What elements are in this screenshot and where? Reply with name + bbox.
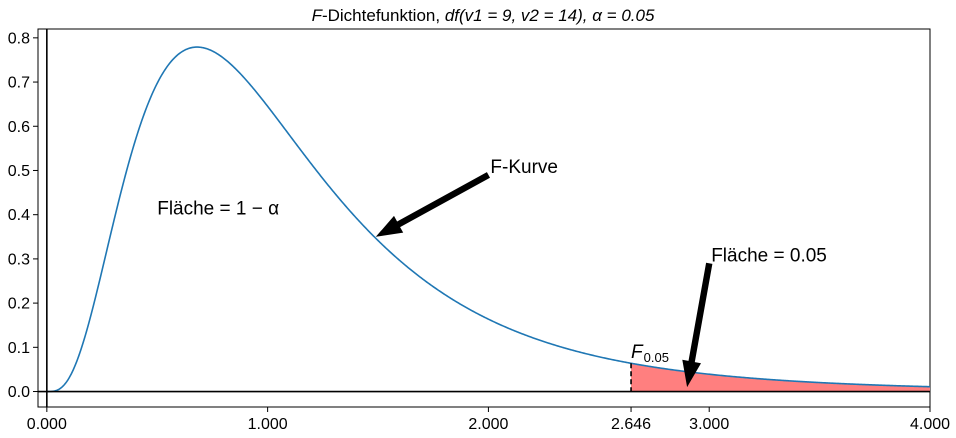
y-tick-label: 0.3 <box>8 251 30 268</box>
annotation-layer: Fläche = 1 − α F0.05 F-Kurve Fläche = 0.05 <box>157 157 827 388</box>
y-tick-label: 0.2 <box>8 296 30 313</box>
x-tick-label: 2.000 <box>468 416 508 433</box>
x-tick-label: 0.000 <box>27 416 67 433</box>
curve-arrow-label: F-Kurve <box>490 157 558 178</box>
x-tick-label: 2.646 <box>611 416 651 433</box>
x-tick-label: 3.000 <box>689 416 729 433</box>
curve-arrow <box>375 172 490 237</box>
tail-arrow <box>682 262 713 388</box>
x-tick-label: 1.000 <box>248 416 288 433</box>
y-tick-label: 0.4 <box>8 207 30 224</box>
x-tick-label: 4.000 <box>910 416 950 433</box>
y-tick-label: 0.5 <box>8 163 30 180</box>
tail-arrow-label: Fläche = 0.05 <box>711 245 827 266</box>
curve-layer <box>46 46 931 393</box>
critical-value-label: F0.05 <box>631 342 669 365</box>
area-main-label: Fläche = 1 − α <box>157 199 279 220</box>
y-tick-label: 0.1 <box>8 340 30 357</box>
axes-layer: 0.000 1.000 2.000 2.646 3.000 4.000 0.0 0.1 0.2 0… <box>8 29 950 433</box>
y-tick-label: 0.6 <box>8 119 30 136</box>
y-tick-label: 0.7 <box>8 75 30 92</box>
y-tick-label: 0.0 <box>8 384 30 401</box>
chart-title: F-Dichtefunktion, df(v1 = 9, v2 = 14), α… <box>312 6 655 25</box>
y-tick-label: 0.8 <box>8 30 30 47</box>
f-density-curve <box>46 46 931 393</box>
plot-area <box>37 28 931 408</box>
